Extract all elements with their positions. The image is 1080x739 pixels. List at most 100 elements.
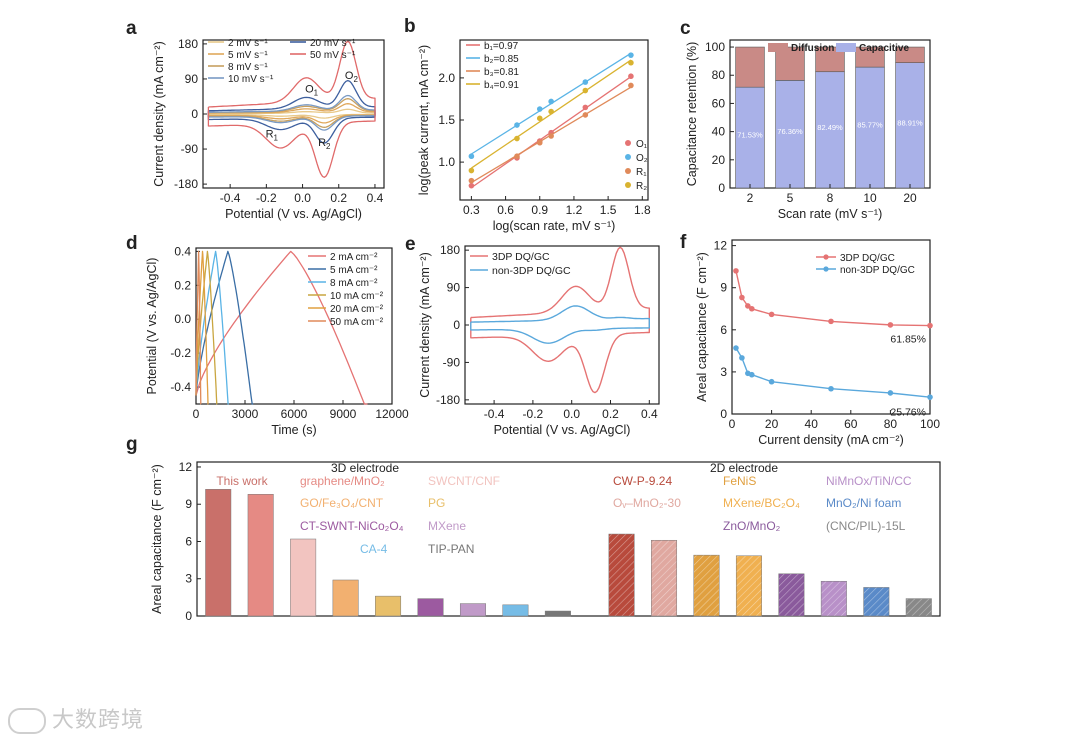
- panel-a-axes: -0.4 -0.2 0.0 0.2 0.4 180 90 0 -90 -180 Potential …: [152, 37, 385, 221]
- legend-label: 5 mV s⁻¹: [228, 50, 268, 61]
- x-tick-label: 0: [193, 407, 200, 421]
- panel-g-bar-labels: 3D electrode 2D electrode This work graphen…: [216, 461, 912, 556]
- legend-label: 2 mA cm⁻²: [330, 252, 378, 263]
- y-tick-label: 100: [705, 40, 725, 54]
- x-tick-label: 12000: [375, 407, 409, 421]
- y-tick-label: 80: [712, 68, 726, 82]
- x-tick-label: 0.0: [563, 407, 580, 421]
- data-point: [536, 115, 543, 122]
- panel-f-axes: 0 20 40 60 80 100 0 3 6 9 12 Current density (mA cm…: [695, 239, 940, 447]
- data-point: [582, 79, 589, 85]
- bar-capacitive: [775, 80, 805, 189]
- x-tick-label: 1.8: [634, 203, 651, 217]
- legend-label: 3DP DQ/GC: [840, 253, 895, 264]
- data-point: [628, 52, 634, 58]
- bar-diffusion: [895, 46, 925, 63]
- data-point: [582, 112, 589, 118]
- legend-label: b₂=0.85: [484, 54, 519, 65]
- x-axis-label: Potential (V vs. Ag/AgCl): [494, 423, 631, 437]
- x-tick-label: 6000: [281, 407, 308, 421]
- legend-label: b₁=0.97: [484, 41, 519, 52]
- watermark: 大数跨境: [8, 702, 144, 734]
- bar-category-label: This work: [216, 474, 268, 488]
- x-tick-label: 9000: [330, 407, 357, 421]
- cv-curve-50-mVs: [207, 40, 376, 178]
- y-axis-label: Potential (V vs. Ag/AgCl): [145, 258, 159, 395]
- legend-marker: [823, 266, 829, 272]
- legend-swatch: [836, 43, 856, 52]
- y-tick-label: 9: [185, 497, 192, 511]
- y-axis-label: Areal capacitance (F cm⁻²): [695, 252, 709, 402]
- y-tick-label: -0.2: [170, 346, 191, 360]
- data-point: [733, 345, 739, 351]
- bar-category-label: PG: [428, 496, 445, 510]
- bar-capacitive: [855, 66, 885, 189]
- data-point: [927, 394, 933, 400]
- legend-label: non-3DP DQ/GC: [492, 265, 571, 277]
- bar-value-label: 85.77%: [857, 121, 883, 130]
- panel-e-axes: -0.4 -0.2 0.0 0.2 0.4 180 90 0 -90 -180 Potential …: [418, 243, 660, 437]
- bar-category-label: MnO₂/Ni foam: [826, 496, 901, 510]
- legend-label: Diffusion: [791, 43, 834, 54]
- bar-11: [693, 554, 720, 617]
- legend-label: 20 mV s⁻¹: [310, 38, 356, 49]
- bar-category-label: (CNC/PIL)-15L: [826, 519, 906, 533]
- bar-category-label: CA-4: [360, 542, 388, 556]
- x-tick-label: 20: [903, 191, 917, 205]
- bar-category-label: Oᵥ–MnO₂-30: [613, 496, 681, 510]
- bar-category-label: graphene/MnO₂: [300, 474, 385, 488]
- data-point: [739, 355, 745, 361]
- cv-curve-3dp: [470, 246, 650, 394]
- y-tick-label: 180: [178, 37, 198, 51]
- bar-value-label: 71.53%: [737, 131, 763, 140]
- y-tick-label: 90: [447, 281, 461, 295]
- panel-e-series: [470, 246, 650, 394]
- x-tick-label: 0: [729, 417, 736, 431]
- bar-6: [459, 603, 486, 617]
- panel-d-series: [195, 250, 368, 405]
- data-point: [887, 322, 894, 328]
- x-tick-label: -0.2: [256, 191, 277, 205]
- bar-diffusion: [775, 46, 805, 81]
- panel-label-f: f: [680, 232, 687, 253]
- y-tick-label: 0: [453, 318, 460, 332]
- data-point: [828, 318, 834, 325]
- gcd-curve-4: [195, 250, 209, 405]
- panel-g-bars: [205, 489, 932, 617]
- data-point: [548, 133, 554, 139]
- y-axis-label: Current density (mA cm⁻²): [418, 252, 432, 398]
- y-tick-label: -90: [181, 142, 199, 156]
- legend-label: 2 mV s⁻¹: [228, 38, 268, 49]
- data-point: [514, 122, 520, 128]
- panel-label-e: e: [405, 234, 416, 255]
- x-tick-label: 0.4: [367, 191, 384, 205]
- bar-diffusion: [735, 46, 765, 88]
- x-axis-label: Current density (mA cm⁻²): [758, 433, 904, 447]
- bar-category-label: SWCNT/CNF: [428, 474, 500, 488]
- legend-marker: [823, 254, 829, 260]
- data-point: [927, 322, 933, 329]
- legend-label: 8 mA cm⁻²: [330, 278, 378, 289]
- bar-8: [544, 610, 571, 617]
- x-tick-label: 40: [805, 417, 819, 431]
- y-tick-label: 12: [179, 460, 193, 474]
- data-point: [628, 82, 634, 89]
- y-tick-label: 0: [185, 609, 192, 623]
- y-tick-label: -90: [443, 355, 461, 369]
- x-tick-label: 0.3: [463, 203, 480, 217]
- legend-label: R₁: [636, 167, 647, 178]
- y-axis-label: Areal capacitance (F cm⁻²): [150, 464, 164, 614]
- legend-label: 50 mV s⁻¹: [310, 50, 356, 61]
- data-point: [582, 87, 589, 94]
- data-point: [468, 153, 475, 160]
- data-point: [768, 378, 775, 385]
- y-tick-label: 90: [185, 72, 199, 86]
- y-tick-label: 3: [185, 572, 192, 586]
- x-tick-label: 0.6: [497, 203, 514, 217]
- y-tick-label: 40: [712, 125, 726, 139]
- retention-label-non-3dp: 25.76%: [890, 406, 926, 418]
- panel-b-legend: b₁=0.97 b₂=0.85 b₃=0.81 b₄=0.91 O₁ O₂ R₁ R₂: [466, 41, 648, 192]
- legend-label: non-3DP DQ/GC: [840, 265, 915, 276]
- peak-label-O1: O1: [305, 84, 319, 98]
